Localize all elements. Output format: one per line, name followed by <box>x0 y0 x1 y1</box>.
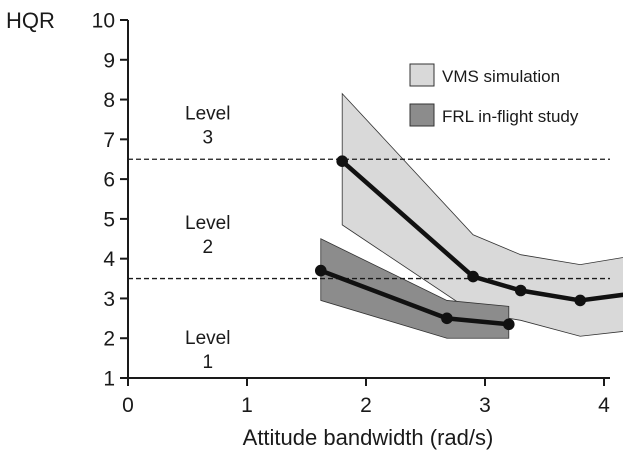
x-tick-label-0: 0 <box>122 394 134 417</box>
y-tick-label-5: 6 <box>103 169 115 192</box>
band-series-1 <box>320 238 510 339</box>
y-tick-label-9: 10 <box>92 10 115 33</box>
y-tick-label-8: 9 <box>103 49 115 72</box>
y-tick-label-1: 2 <box>103 328 115 351</box>
legend-swatch-0 <box>409 63 435 87</box>
y-tick-label-6: 7 <box>103 129 115 152</box>
uncertainty-bands <box>320 92 623 339</box>
y-tick-label-7: 8 <box>103 89 115 112</box>
x-axis-title: Attitude bandwidth (rad/s) <box>243 425 494 450</box>
level-annotation-0: Level 3 <box>185 103 230 148</box>
level-annotations: Level 3 Level 2 Level 1 <box>185 103 230 373</box>
level-annotation-1-line-0: Level <box>185 213 230 234</box>
level-annotation-0-line-0: Level <box>185 103 230 124</box>
data-point-s1-0 <box>314 264 327 277</box>
legend-swatch-1 <box>409 103 435 127</box>
y-tick-label-0: 1 <box>103 368 115 391</box>
x-tick-label-4: 4 <box>598 394 610 417</box>
x-tick-label-2: 2 <box>360 394 372 417</box>
axis-ticks: 12345678910012345 <box>92 10 611 418</box>
y-axis-title: HQR <box>6 8 55 33</box>
level-annotation-1: Level 2 <box>185 213 230 258</box>
level-boundary-lines <box>128 158 610 280</box>
data-point-s1-2 <box>503 318 515 331</box>
level-annotation-0-line-1: 3 <box>202 127 213 148</box>
legend-label-0: VMS simulation <box>442 67 560 86</box>
x-tick-label-3: 3 <box>479 394 491 417</box>
legend-label-1: FRL in-flight study <box>442 107 579 126</box>
axes <box>127 20 610 379</box>
y-tick-label-2: 3 <box>103 288 115 311</box>
level-annotation-2-line-1: 1 <box>202 352 213 373</box>
data-point-s1-1 <box>441 312 453 325</box>
level-annotation-1-line-1: 2 <box>202 237 213 258</box>
level-annotation-2-line-0: Level <box>185 328 230 349</box>
level-annotation-2: Level 1 <box>185 328 230 373</box>
data-point-s0-3 <box>574 294 586 307</box>
legend: VMS simulation FRL in-flight study <box>409 63 579 127</box>
y-tick-label-3: 4 <box>103 248 115 271</box>
data-points <box>314 155 586 331</box>
y-tick-label-4: 5 <box>103 208 115 231</box>
band-series-0 <box>341 92 623 337</box>
x-tick-label-1: 1 <box>241 394 253 417</box>
data-point-s0-1 <box>467 270 479 283</box>
data-point-s0-2 <box>514 284 527 297</box>
data-point-s0-0 <box>336 155 349 168</box>
